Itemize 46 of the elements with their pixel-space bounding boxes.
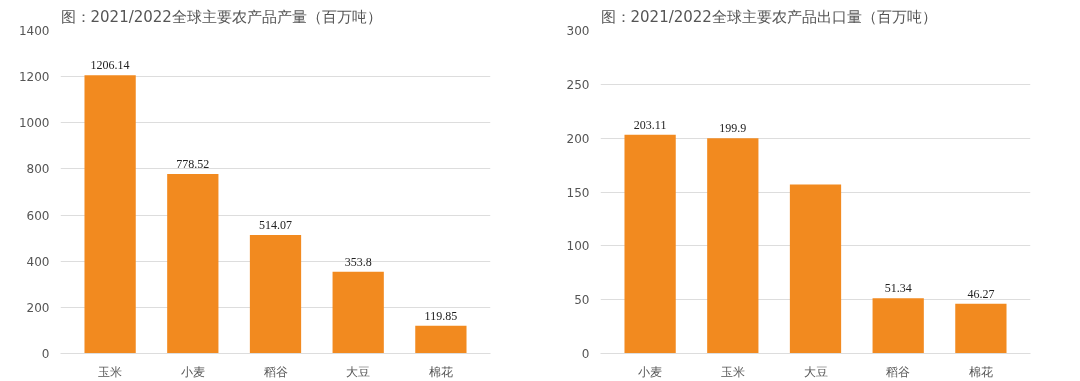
- data-label: 199.9: [719, 121, 747, 136]
- data-label: 514.07: [259, 217, 292, 232]
- bar: [415, 325, 467, 354]
- y-tick-label: 600: [26, 208, 50, 223]
- x-tick-label: 大豆: [803, 364, 828, 379]
- data-label: 778.52: [176, 156, 210, 171]
- bar: [955, 303, 1007, 354]
- data-label: 51.34: [884, 281, 912, 296]
- bar: [167, 173, 219, 354]
- x-tick-label: 稻谷: [263, 364, 288, 379]
- bar: [872, 298, 924, 354]
- x-tick-label: 棉花: [968, 364, 993, 379]
- bar: [249, 234, 302, 354]
- data-label: 203.11: [633, 117, 667, 132]
- x-tick-label: 小麦: [638, 364, 663, 379]
- y-tick-label: 150: [566, 185, 590, 200]
- data-label: 46.27: [967, 286, 995, 301]
- y-tick-label: 200: [26, 300, 50, 315]
- data-label: 119.85: [424, 308, 458, 323]
- y-tick-label: 0: [581, 347, 590, 361]
- y-tick-label: 50: [574, 293, 590, 308]
- x-tick-label: 稻谷: [886, 364, 911, 379]
- y-tick-label: 0: [41, 347, 50, 361]
- y-tick-label: 400: [26, 254, 50, 269]
- y-tick-label: 1200: [18, 70, 50, 85]
- y-tick-label: 300: [566, 24, 590, 38]
- bar: [707, 138, 759, 354]
- y-tick-label: 1000: [18, 116, 50, 131]
- y-tick-label: 100: [566, 239, 590, 254]
- x-tick-label: 玉米: [98, 364, 123, 379]
- x-tick-label: 大豆: [346, 364, 371, 379]
- x-tick-label: 棉花: [428, 364, 453, 379]
- x-tick-label: 小麦: [180, 364, 205, 379]
- bar: [84, 75, 136, 354]
- x-tick-label: 玉米: [720, 364, 745, 379]
- data-label: 1206.14: [90, 58, 130, 73]
- y-tick-label: 1400: [18, 24, 50, 38]
- y-tick-label: 800: [26, 162, 50, 177]
- y-tick-label: 250: [566, 77, 590, 92]
- y-tick-label: 200: [566, 131, 590, 146]
- chart-title: 图：2021/2022全球主要农产品出口量（百万吨）: [600, 7, 937, 26]
- bar: [624, 134, 676, 354]
- bar: [789, 184, 842, 354]
- chart-title: 图：2021/2022全球主要农产品产量（百万吨）: [60, 7, 382, 26]
- data-label: 353.8: [344, 254, 372, 269]
- bar: [332, 271, 384, 354]
